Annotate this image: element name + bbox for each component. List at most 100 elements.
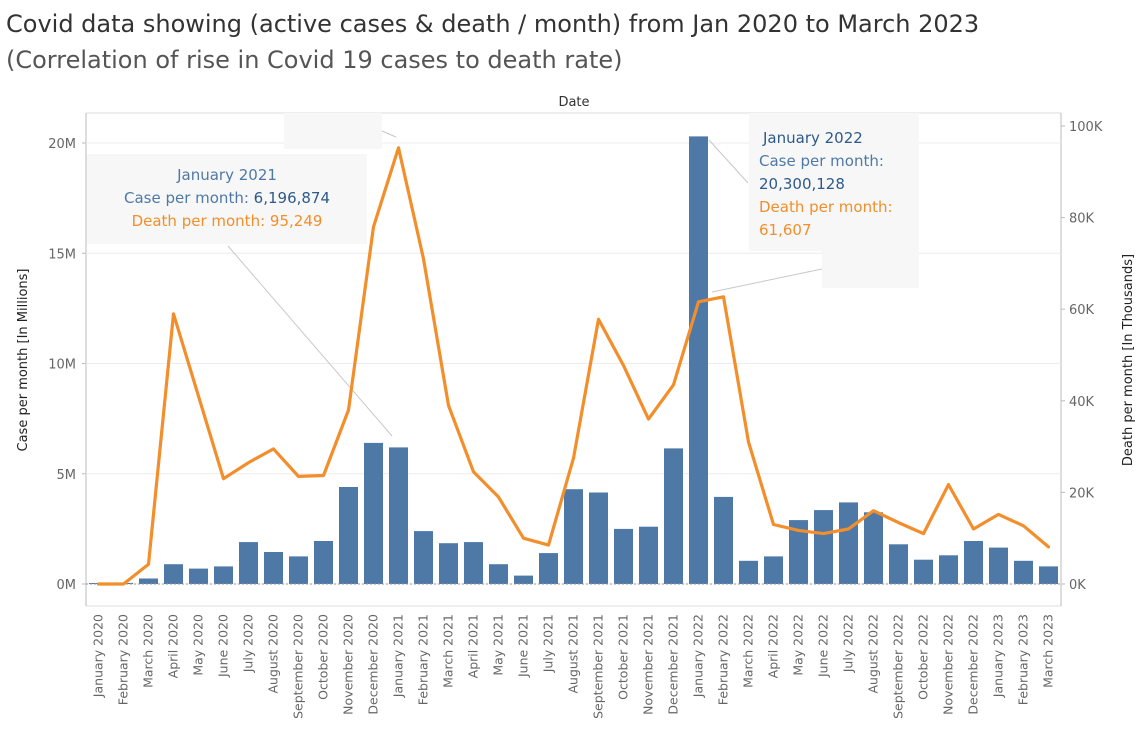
- bar-cases: [1014, 560, 1033, 584]
- chart-subtitle: (Correlation of rise in Covid 19 cases t…: [6, 46, 623, 74]
- y-tick-label: 0M: [57, 578, 77, 593]
- x-tick-label: June 2022: [816, 614, 831, 678]
- bar-cases: [614, 528, 633, 584]
- bar-cases: [289, 556, 308, 584]
- callout-death-label: Death per month:: [131, 212, 266, 230]
- bar-cases: [264, 552, 283, 584]
- x-tick-label: February 2023: [1016, 614, 1031, 705]
- bar-cases: [139, 578, 158, 584]
- bar-cases: [689, 136, 708, 584]
- callout-leader-line: [227, 245, 393, 437]
- y2-tick-label: 0K: [1069, 578, 1086, 593]
- x-tick-label: October 2020: [316, 614, 331, 700]
- x-tick-label: April 2022: [766, 614, 781, 678]
- x-tick-label: July 2022: [841, 614, 856, 673]
- callout-jan-2022: January 2022 Case per month: 20,300,128 …: [749, 113, 919, 251]
- line-deaths: [96, 146, 1051, 586]
- x-tick-label: April 2021: [466, 614, 481, 678]
- x-tick-label: August 2022: [866, 614, 881, 694]
- x-tick-label: July 2021: [541, 614, 556, 673]
- callout-jan-2021: January 2021 Case per month: 6,196,874 D…: [87, 154, 367, 244]
- y-tick-label: 15M: [48, 247, 76, 262]
- x-tick-label: May 2022: [791, 614, 806, 676]
- y-axis-title: Case per month [In Millions]: [16, 269, 31, 452]
- x-tick-label: January 2022: [691, 614, 706, 698]
- x-tick-label: May 2020: [191, 614, 206, 676]
- bar-cases: [739, 560, 758, 584]
- bar-cases: [589, 492, 608, 584]
- callout-leader-line: [381, 130, 397, 138]
- y2-tick-label: 100K: [1069, 120, 1103, 135]
- bar-cases: [964, 541, 983, 584]
- x-tick-label: January 2020: [91, 614, 106, 698]
- chart-title: Covid data showing (active cases & death…: [6, 10, 980, 38]
- bar-cases: [939, 555, 958, 584]
- x-tick-label: July 2020: [241, 614, 256, 673]
- callout-leader-line: [711, 268, 823, 293]
- x-tick-label: September 2020: [291, 614, 306, 719]
- bar-cases: [339, 487, 358, 584]
- bar-cases: [439, 543, 458, 584]
- bar-cases: [989, 547, 1008, 584]
- callout-case-label: Case per month:: [759, 152, 884, 170]
- bar-cases: [539, 553, 558, 584]
- x-tick-label: June 2021: [516, 614, 531, 678]
- callout-death-value: 61,607: [759, 221, 812, 239]
- y2-tick-label: 20K: [1069, 486, 1095, 501]
- bar-cases: [164, 564, 183, 584]
- bar-cases: [414, 531, 433, 584]
- bar-cases: [189, 568, 208, 584]
- y2-tick-label: 60K: [1069, 303, 1095, 318]
- x-tick-label: September 2022: [891, 614, 906, 719]
- y2-tick-label: 40K: [1069, 395, 1095, 410]
- x-tick-label: January 2023: [991, 614, 1006, 698]
- x-tick-label: October 2021: [616, 614, 631, 700]
- callout-case-label: Case per month:: [123, 189, 249, 207]
- y2-tick-label: 80K: [1069, 212, 1095, 227]
- y-tick-label: 10M: [48, 358, 76, 373]
- bar-cases: [864, 512, 883, 584]
- bar-cases: [489, 564, 508, 584]
- bar-cases: [464, 542, 483, 584]
- callout-title: January 2022: [763, 129, 863, 147]
- bar-cases: [239, 542, 258, 584]
- bar-cases: [714, 496, 733, 584]
- callout-death-value: 95,249: [269, 212, 323, 230]
- x-tick-label: November 2020: [341, 614, 356, 715]
- callout-case-value: 6,196,874: [253, 189, 331, 207]
- x-tick-label: December 2020: [366, 614, 381, 715]
- bar-cases: [814, 510, 833, 584]
- x-tick-label: December 2021: [666, 614, 681, 715]
- empty-tooltip-box: [284, 113, 382, 149]
- bar-cases: [889, 544, 908, 584]
- x-tick-label: October 2022: [916, 614, 931, 700]
- bar-cases: [789, 520, 808, 584]
- x-tick-label: November 2022: [941, 614, 956, 715]
- x-tick-label: January 2021: [391, 614, 406, 698]
- y-tick-label: 20M: [48, 137, 76, 152]
- bar-cases: [764, 556, 783, 584]
- empty-tooltip-box: [822, 250, 919, 288]
- x-tick-label: March 2023: [1041, 614, 1056, 688]
- x-tick-label: February 2021: [416, 614, 431, 705]
- x-tick-label: June 2020: [216, 614, 231, 678]
- x-tick-label: November 2021: [641, 614, 656, 715]
- callout-title: January 2021: [177, 166, 277, 184]
- callout-case-value: 20,300,128: [759, 175, 845, 193]
- x-tick-label: March 2020: [141, 614, 156, 688]
- x-tick-label: February 2020: [116, 614, 131, 705]
- y2-axis-title: Death per month [In Thousands]: [1121, 254, 1136, 466]
- bar-cases: [364, 442, 383, 584]
- x-tick-label: March 2022: [741, 614, 756, 688]
- bar-cases: [314, 541, 333, 584]
- bar-cases: [389, 447, 408, 584]
- callout-death-label: Death per month:: [759, 198, 893, 216]
- x-tick-label: February 2022: [716, 614, 731, 705]
- y-tick-label: 5M: [57, 468, 77, 483]
- bar-cases: [1039, 566, 1058, 584]
- x-axis-header: Date: [558, 95, 590, 110]
- x-tick-label: August 2021: [566, 614, 581, 694]
- x-tick-label: September 2021: [591, 614, 606, 719]
- bar-cases: [664, 448, 683, 584]
